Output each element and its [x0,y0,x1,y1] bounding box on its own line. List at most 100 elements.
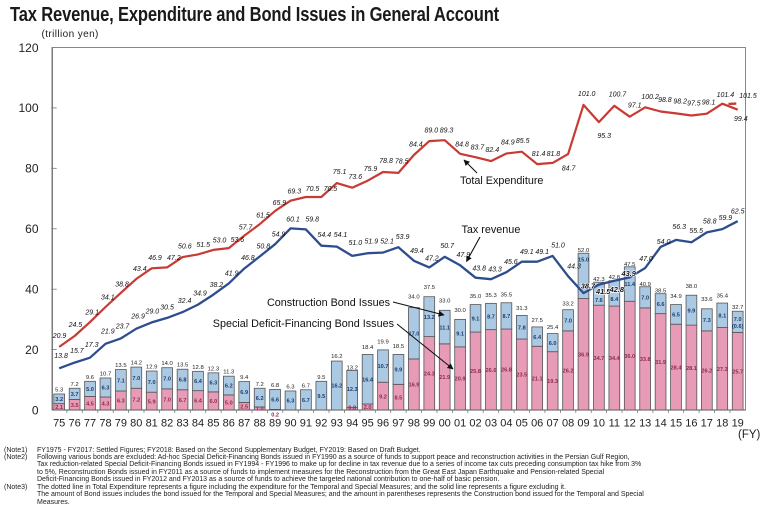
svg-text:47.2: 47.2 [425,256,439,263]
svg-text:78.8: 78.8 [379,158,393,165]
svg-text:8.4: 8.4 [610,297,619,303]
svg-text:13.5: 13.5 [115,363,127,369]
svg-text:60: 60 [25,222,39,236]
svg-text:7.0: 7.0 [148,380,156,386]
svg-text:57.7: 57.7 [239,224,254,231]
svg-text:29.0: 29.0 [145,309,160,316]
svg-text:14.0: 14.0 [161,361,173,367]
svg-text:25.7: 25.7 [732,369,743,375]
svg-text:82: 82 [161,418,173,430]
svg-text:84.9: 84.9 [501,140,515,147]
svg-text:28.1: 28.1 [686,366,697,372]
svg-text:7.6: 7.6 [595,298,603,304]
svg-text:9.1: 9.1 [456,331,464,337]
svg-text:100: 100 [18,101,38,115]
svg-text:9.5: 9.5 [317,394,325,400]
svg-text:54.4: 54.4 [317,232,331,239]
svg-text:10.7: 10.7 [378,364,389,370]
svg-text:34.9: 34.9 [193,291,207,298]
svg-text:84.4: 84.4 [409,142,423,149]
svg-text:11.4: 11.4 [624,282,635,288]
svg-text:47.5: 47.5 [624,262,636,268]
svg-text:9.9: 9.9 [395,368,403,374]
svg-text:6.3: 6.3 [102,386,110,392]
svg-text:75: 75 [53,418,65,430]
svg-text:6.9: 6.9 [240,390,248,396]
svg-text:91: 91 [300,418,312,430]
svg-text:40.9: 40.9 [639,282,650,288]
svg-text:1.0: 1.0 [256,407,264,413]
svg-text:75.9: 75.9 [364,166,378,173]
svg-text:25.8: 25.8 [470,369,481,375]
svg-text:43.4: 43.4 [133,266,147,273]
svg-text:80: 80 [130,418,142,430]
svg-text:12.3: 12.3 [347,387,358,393]
svg-text:18: 18 [716,418,728,430]
svg-text:0.8: 0.8 [348,406,356,412]
svg-text:03: 03 [485,418,497,430]
svg-text:13.2: 13.2 [424,315,435,321]
svg-text:43.9: 43.9 [621,269,637,278]
svg-text:9.5: 9.5 [317,375,326,381]
svg-text:70.5: 70.5 [306,186,320,193]
svg-text:81.8: 81.8 [547,151,561,158]
svg-text:6.4: 6.4 [194,399,203,405]
svg-text:49.1: 49.1 [520,249,534,256]
svg-text:16.9: 16.9 [408,383,419,389]
svg-text:08: 08 [562,418,574,430]
svg-text:21.1: 21.1 [532,376,543,382]
svg-text:58.8: 58.8 [703,218,717,225]
svg-text:12: 12 [624,418,636,430]
svg-text:47.9: 47.9 [456,252,470,259]
svg-text:84.7: 84.7 [562,165,577,172]
svg-text:26.8: 26.8 [501,368,512,374]
svg-text:31.9: 31.9 [655,360,666,366]
svg-text:38.7: 38.7 [581,281,596,290]
svg-text:54.0: 54.0 [657,239,671,246]
svg-text:Construction Bond Issues: Construction Bond Issues [267,297,391,309]
svg-text:(0.6): (0.6) [732,324,744,330]
svg-text:81: 81 [146,418,158,430]
svg-text:11: 11 [609,418,620,430]
svg-text:01: 01 [454,418,466,430]
svg-text:49.4: 49.4 [410,248,424,255]
svg-text:19: 19 [732,418,744,430]
svg-text:12.3: 12.3 [208,366,220,372]
svg-text:13: 13 [639,418,651,430]
svg-text:9.9: 9.9 [688,308,696,314]
svg-text:50.7: 50.7 [440,243,455,250]
svg-text:101.4: 101.4 [717,92,735,99]
svg-text:85: 85 [207,418,219,430]
svg-text:8.7: 8.7 [487,315,495,321]
svg-text:2.0: 2.0 [364,405,372,411]
svg-text:00: 00 [439,418,451,430]
svg-text:18.5: 18.5 [393,344,405,350]
svg-text:2.1: 2.1 [55,405,63,411]
svg-text:14.2: 14.2 [131,361,142,367]
svg-text:7.8: 7.8 [518,325,526,331]
svg-text:89: 89 [269,418,281,430]
svg-text:17.0: 17.0 [408,332,419,338]
svg-text:50.6: 50.6 [178,244,192,251]
svg-text:(FY): (FY) [738,429,761,441]
svg-text:80: 80 [25,162,39,176]
svg-text:90: 90 [284,418,296,430]
svg-text:65.9: 65.9 [273,200,287,207]
svg-text:4.3: 4.3 [102,402,110,408]
svg-text:77: 77 [84,418,96,430]
svg-text:96: 96 [377,418,389,430]
svg-text:33.2: 33.2 [562,302,573,308]
svg-text:6.7: 6.7 [302,383,310,389]
svg-text:53.9: 53.9 [396,234,410,241]
svg-text:14: 14 [654,418,666,430]
svg-text:83: 83 [176,418,188,430]
svg-text:98.1: 98.1 [702,99,716,106]
svg-text:13.5: 13.5 [177,363,189,369]
svg-text:26.2: 26.2 [563,369,574,375]
svg-text:84.8: 84.8 [455,142,469,149]
svg-text:52.1: 52.1 [380,238,394,245]
svg-text:6.3: 6.3 [210,381,218,387]
svg-text:6.8: 6.8 [271,383,280,389]
svg-text:8.5: 8.5 [395,395,403,401]
svg-text:24.5: 24.5 [68,322,83,329]
